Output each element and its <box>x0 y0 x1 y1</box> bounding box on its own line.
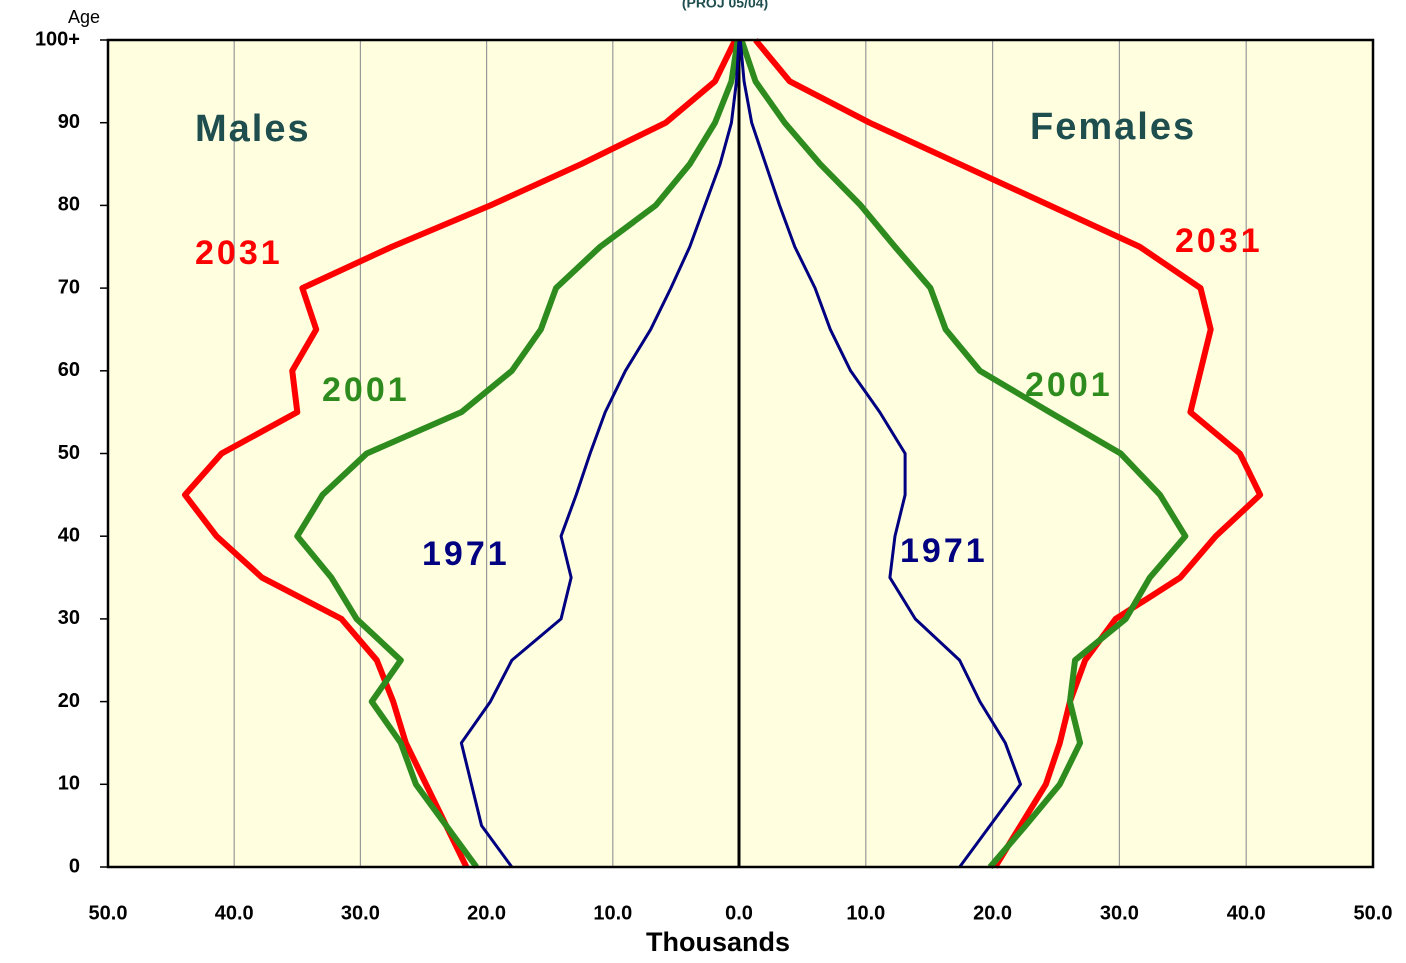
series-line <box>294 39 741 869</box>
y-tick-label: 10 <box>58 773 80 795</box>
x-tick-label: 20.0 <box>467 902 506 924</box>
x-tick-label: 30.0 <box>341 902 380 924</box>
y-tick-label: 40 <box>58 524 80 546</box>
y-tick-label: 90 <box>58 111 80 133</box>
y-tick-label: 80 <box>58 194 80 216</box>
series-label: 2031 <box>195 234 283 272</box>
x-tick-label: 40.0 <box>215 902 254 924</box>
x-tick-label: 40.0 <box>1227 902 1266 924</box>
x-tick-label: 10.0 <box>846 902 885 924</box>
y-tick-label: 30 <box>58 607 80 629</box>
x-tick-label: 50.0 <box>89 902 128 924</box>
x-tick-label: 10.0 <box>593 902 632 924</box>
x-tick-label: 0.0 <box>725 902 753 924</box>
series-label: 2031 <box>1175 222 1263 260</box>
plot-frame <box>106 38 1375 869</box>
series-label: 2001 <box>322 371 410 409</box>
x-tick-label: 50.0 <box>1354 902 1393 924</box>
y-tick-label: 50 <box>58 442 80 464</box>
series-label: 2001 <box>1025 366 1113 404</box>
y-tick-label: 100+ <box>35 28 80 50</box>
y-tick-label: 20 <box>58 690 80 712</box>
series-line <box>738 39 1022 868</box>
lines <box>181 38 1264 869</box>
subtitle: (PROJ 05/04) <box>682 0 768 11</box>
x-tick-label: 30.0 <box>1100 902 1139 924</box>
panel-title: Males <box>195 108 311 150</box>
series-line <box>459 39 741 868</box>
panel-title: Females <box>1030 106 1196 148</box>
series-line <box>738 39 1189 869</box>
series-label: 1971 <box>422 535 510 573</box>
x-axis-label: Thousands <box>646 927 790 957</box>
series-line <box>753 38 1264 869</box>
series-line <box>181 38 738 869</box>
series-label: 1971 <box>900 532 988 570</box>
y-axis-label: Age <box>68 7 100 27</box>
y-tick-label: 60 <box>58 359 80 381</box>
x-tick-label: 20.0 <box>973 902 1012 924</box>
y-tick-label: 70 <box>58 276 80 298</box>
y-tick-label: 0 <box>69 855 80 877</box>
